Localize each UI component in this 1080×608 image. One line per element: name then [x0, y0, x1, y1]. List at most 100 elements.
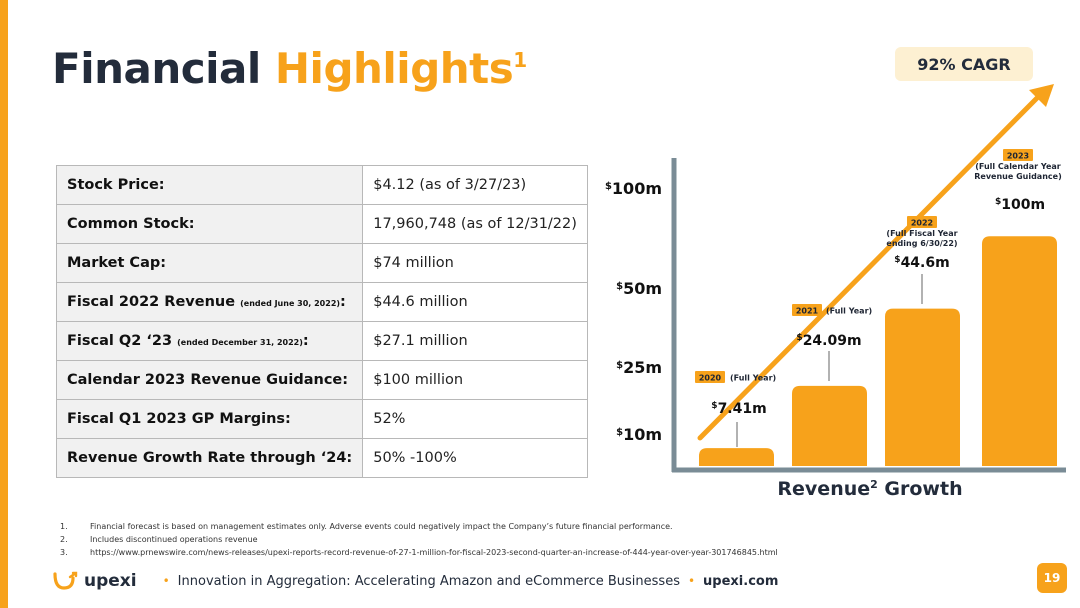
year-tag	[907, 216, 937, 228]
footer: upexi • Innovation in Aggregation: Accel…	[52, 568, 778, 594]
chart-title: Revenue2 Growth	[777, 478, 962, 500]
label-part: 2020	[699, 374, 722, 383]
row-value: $100 million	[362, 360, 588, 400]
row-label: Fiscal 2022 Revenue (ended June 30, 2022…	[55, 282, 364, 322]
label-part: $	[995, 197, 1001, 207]
footnotes: 1. Financial forecast is based on managem…	[60, 520, 778, 559]
bullet-icon: •	[687, 574, 696, 588]
label-part: 2021	[796, 307, 819, 316]
row-value: $74 million	[362, 243, 588, 283]
label-part: 2	[870, 478, 878, 491]
label-part: (Full Calendar Year	[975, 162, 1061, 171]
label-part: (Full Year)	[730, 374, 776, 383]
row-value: $27.1 million	[362, 321, 588, 361]
footer-tagline: Innovation in Aggregation: Accelerating …	[177, 573, 680, 589]
label-part: Revenue	[777, 478, 870, 500]
y-tick-label: $50m	[616, 279, 662, 298]
year-label: 2020	[699, 374, 722, 383]
label-part: (Full Year)	[826, 307, 872, 316]
page-title: Financial Highlights1	[52, 44, 527, 93]
label-part: $	[796, 333, 802, 343]
footnote-number: 3.	[60, 548, 68, 557]
label-part: (Full Fiscal Year	[886, 229, 957, 238]
label-part: $	[894, 255, 900, 265]
bar-description: (Full Year)	[826, 307, 872, 316]
row-label: Market Cap:	[55, 243, 364, 283]
bar-value-label: $7.41m	[711, 401, 766, 417]
row-label: Stock Price:	[55, 165, 364, 205]
row-label-text: Fiscal 2022 Revenue	[67, 294, 236, 310]
label-part: $	[605, 181, 612, 192]
upexi-logo: upexi	[84, 571, 137, 591]
row-value: 50% -100%	[362, 438, 588, 478]
label-part: $	[616, 427, 623, 438]
row-label: Revenue Growth Rate through ‘24:	[55, 438, 364, 478]
bar-description: ending 6/30/22)	[886, 239, 957, 248]
label-part: 25m	[623, 358, 662, 377]
row-label-text: Common Stock:	[67, 216, 195, 232]
row-label: Fiscal Q1 2023 GP Margins:	[55, 399, 364, 439]
row-label-text: Stock Price:	[67, 177, 165, 193]
label-part: Revenue Guidance)	[974, 172, 1061, 181]
label-part: $	[616, 281, 623, 292]
bar-description: Revenue Guidance)	[974, 172, 1061, 181]
title-footnote-ref: 1	[513, 48, 527, 72]
year-label: 2023	[1007, 152, 1029, 161]
row-label-colon: :	[302, 333, 309, 349]
footnote-text: Includes discontinued operations revenue	[90, 535, 258, 544]
website-link[interactable]: upexi.com	[703, 573, 779, 589]
bar-value-label: $44.6m	[894, 255, 949, 271]
row-value: $4.12 (as of 3/27/23)	[362, 165, 588, 205]
bar-description: (Full Calendar Year	[975, 162, 1061, 171]
row-label-note: (ended December 31, 2022)	[177, 338, 303, 347]
year-tag	[792, 304, 822, 316]
bar-value-label: $24.09m	[796, 333, 861, 349]
footnote: 3. https://www.prnewswire.com/news-releas…	[60, 546, 778, 559]
page-number: 19	[1037, 563, 1067, 593]
growth-arrow-line	[697, 92, 1043, 441]
footnote: 1. Financial forecast is based on managem…	[60, 520, 778, 533]
table-row: Fiscal 2022 Revenue (ended June 30, 2022…	[55, 282, 588, 322]
label-part: ending 6/30/22)	[886, 239, 957, 248]
y-tick-label: $100m	[605, 179, 662, 198]
row-label-text: Market Cap:	[67, 255, 167, 271]
bar-description: (Full Year)	[730, 374, 776, 383]
table-row: Revenue Growth Rate through ‘24: 50% -100…	[55, 438, 588, 478]
label-part: 10m	[623, 425, 662, 444]
table-row: Fiscal Q1 2023 GP Margins: 52%	[55, 399, 588, 439]
y-tick-label: $25m	[616, 358, 662, 377]
row-label-text: Fiscal Q1 2023 GP Margins:	[67, 411, 291, 427]
bar-value-label: $100m	[995, 197, 1045, 213]
row-label-colon: :	[340, 294, 346, 310]
row-value: $44.6 million	[362, 282, 588, 322]
label-part: 100m	[1001, 197, 1045, 213]
row-label-text: Revenue Growth Rate through ‘24:	[67, 450, 353, 466]
title-part2: Highlights	[274, 44, 514, 93]
footnote-number: 2.	[60, 535, 68, 544]
label-part: 50m	[623, 279, 662, 298]
row-label-text: Fiscal Q2 ‘23	[67, 333, 173, 349]
bullet-icon: •	[162, 574, 170, 588]
row-label: Common Stock:	[55, 204, 364, 244]
upexi-logo-icon	[53, 571, 78, 590]
label-part: Growth	[878, 478, 963, 500]
label-part: $	[711, 401, 717, 411]
table-row: Market Cap: $74 million	[55, 243, 588, 283]
label-part: 44.6m	[901, 255, 950, 271]
year-tag	[695, 371, 725, 383]
cagr-badge: 92% CAGR	[895, 47, 1033, 81]
label-part: 7.41m	[718, 401, 767, 417]
label-part: 24.09m	[803, 333, 862, 349]
revenue-bar	[982, 236, 1057, 466]
row-label-text: Calendar 2023 Revenue Guidance:	[67, 372, 349, 388]
footnote-number: 1.	[60, 522, 68, 531]
row-label: Fiscal Q2 ‘23 (ended December 31, 2022):	[55, 321, 364, 361]
label-part: 2023	[1007, 152, 1029, 161]
footnote-text[interactable]: https://www.prnewswire.com/news-releases…	[90, 548, 778, 557]
row-label-note: (ended June 30, 2022)	[240, 299, 341, 308]
table-row: Stock Price: $4.12 (as of 3/27/23)	[55, 165, 588, 205]
table-row: Fiscal Q2 ‘23 (ended December 31, 2022):…	[55, 321, 588, 361]
growth-arrow-head-icon	[1029, 84, 1054, 107]
footnote-text: Financial forecast is based on managemen…	[90, 522, 673, 531]
